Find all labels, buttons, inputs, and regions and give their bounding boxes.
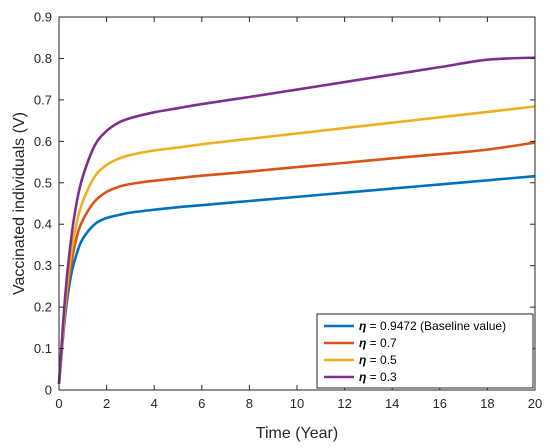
x-tick-label: 10	[290, 396, 304, 411]
legend-label: η = 0.9472 (Baseline value)	[359, 319, 506, 333]
x-tick-label: 18	[480, 396, 494, 411]
x-tick-label: 20	[528, 396, 542, 411]
legend-label: η = 0.3	[359, 370, 397, 384]
series-line	[57, 105, 536, 384]
y-tick-label: 0.3	[34, 258, 52, 273]
y-tick-label: 0	[45, 383, 52, 398]
x-tick-label: 16	[433, 396, 447, 411]
y-tick-label: 0.7	[34, 92, 52, 107]
tick-layer: 0 2 4 6 8 10 12 14 16 18 20 0 0.1 0.2 0.3 0.4 0.5 0.6 0.7 0…	[34, 10, 542, 412]
x-tick-label: 0	[55, 396, 62, 411]
series-line	[57, 56, 536, 384]
y-tick-label: 0.4	[34, 217, 52, 232]
legend-label: η = 0.7	[359, 336, 397, 350]
x-tick-label: 14	[385, 396, 399, 411]
legend: η = 0.9472 (Baseline value) η = 0.7 η = 0.…	[316, 313, 534, 389]
y-tick-label: 0.5	[34, 175, 52, 190]
series-line	[57, 141, 536, 384]
x-tick-label: 2	[103, 396, 110, 411]
y-tick-label: 0.2	[34, 300, 52, 315]
y-tick-label: 0.1	[34, 341, 52, 356]
x-tick-label: 12	[337, 396, 351, 411]
y-tick-label: 0.8	[34, 51, 52, 66]
x-tick-label: 6	[198, 396, 205, 411]
y-axis-title: Vaccinated individuals (V)	[11, 112, 28, 295]
x-tick-label: 8	[246, 396, 253, 411]
series-layer	[57, 56, 536, 384]
legend-label: η = 0.5	[359, 353, 397, 367]
y-tick-label: 0.6	[34, 134, 52, 149]
x-axis-title: Time (Year)	[256, 425, 338, 442]
x-tick-label: 4	[151, 396, 158, 411]
series-line	[57, 174, 536, 384]
y-tick-label: 0.9	[34, 10, 52, 25]
